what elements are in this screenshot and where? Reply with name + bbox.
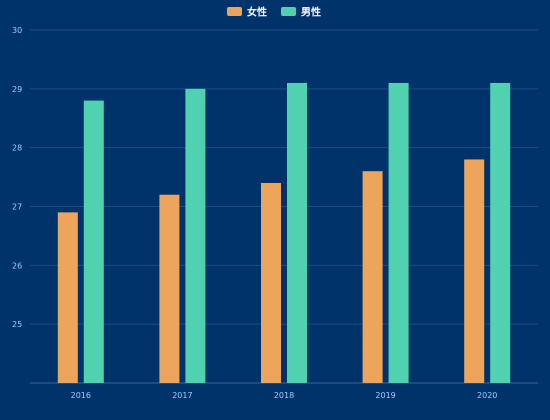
- x-tick-label: 2019: [375, 391, 395, 400]
- bar-female-2020[interactable]: [464, 159, 485, 383]
- bar-female-2019[interactable]: [362, 171, 383, 383]
- bars: [57, 82, 511, 383]
- x-tick-label: 2016: [71, 391, 91, 400]
- bar-male-2018[interactable]: [287, 82, 307, 383]
- bar-male-2016[interactable]: [83, 100, 104, 383]
- y-tick-label: 26: [12, 261, 22, 270]
- legend-swatch: [281, 7, 296, 16]
- bar-female-2018[interactable]: [261, 182, 281, 383]
- x-tick-label: 2020: [477, 391, 497, 400]
- grid-lines: [30, 29, 538, 384]
- bar-female-2017[interactable]: [159, 194, 180, 383]
- legend-item-female[interactable]: 女性: [227, 6, 267, 19]
- x-tick-label: 2017: [172, 391, 192, 400]
- bar-female-2016[interactable]: [57, 212, 78, 383]
- legend-label: 女性: [247, 6, 267, 19]
- bar-male-2020[interactable]: [490, 82, 511, 383]
- bar-male-2019[interactable]: [388, 82, 409, 383]
- bar-male-2017[interactable]: [185, 88, 206, 383]
- x-tick-label: 2018: [274, 391, 294, 400]
- legend[interactable]: 女性 男性: [227, 6, 321, 19]
- legend-item-male[interactable]: 男性: [281, 6, 321, 19]
- y-tick-label: 25: [12, 320, 22, 329]
- x-axis-ticks: 2016 2017 2018 2019 2020: [71, 391, 498, 400]
- y-tick-label: 28: [12, 144, 22, 153]
- legend-swatch: [227, 7, 242, 16]
- y-tick-label: 30: [12, 26, 22, 35]
- legend-label: 男性: [301, 6, 321, 19]
- y-tick-label: 27: [12, 203, 22, 212]
- y-axis-ticks: 25 26 27 28 29 30: [12, 26, 22, 329]
- y-tick-label: 29: [12, 85, 22, 94]
